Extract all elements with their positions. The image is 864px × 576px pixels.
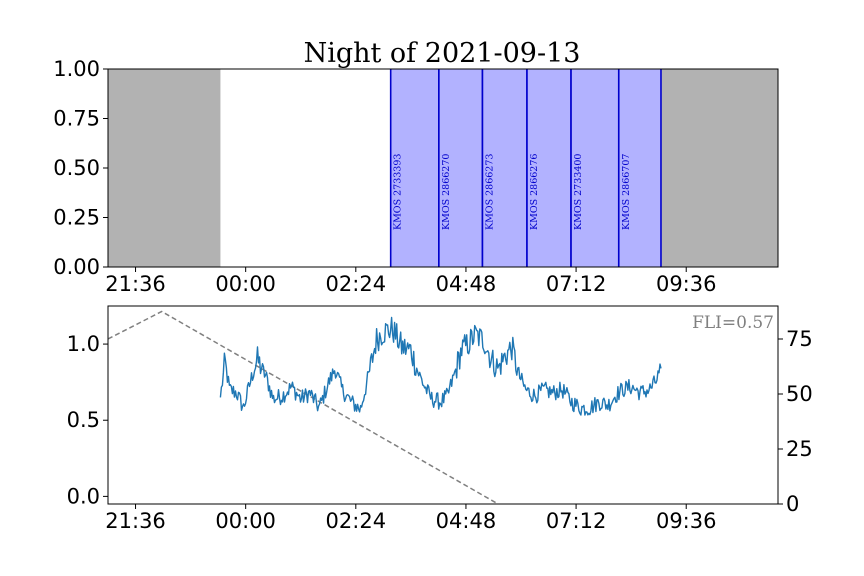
conditions-axes-frame (107, 305, 779, 505)
observation-blocks-layer: KMOS 2733393 KMOS 2866270 KMOS 2866273 KMOS… (389, 69, 662, 267)
timeline-x-tick-label-3: 04:48 (436, 272, 497, 296)
observation-block-2 (482, 69, 527, 267)
fli-annotation: FLI=0.57 (692, 313, 774, 333)
observation-block-4 (571, 69, 619, 267)
timeline-x-tick-label-2: 02:24 (326, 272, 387, 296)
conditions-left-y-tick-label-2: 1.0 (67, 332, 100, 356)
conditions-x-tick-label-3: 04:48 (436, 509, 497, 533)
observation-label-3: KMOS 2866276 (529, 154, 540, 230)
conditions-x-tick-label-0: 21:36 (105, 509, 166, 533)
conditions-x-tick-label-5: 09:36 (656, 509, 717, 533)
daytime-band-1 (660, 69, 778, 267)
timeline-x-tick-label-0: 21:36 (105, 272, 166, 296)
observation-block-5 (618, 69, 661, 267)
conditions-right-y-tick-label-1: 25 (786, 437, 813, 461)
timeline-x-tick-label-5: 09:36 (656, 272, 717, 296)
conditions-lines-layer (108, 310, 662, 504)
conditions-right-y-ticks: 0 25 50 75 (778, 327, 813, 516)
observation-label-4: KMOS 2733400 (573, 154, 584, 230)
conditions-left-y-tick-label-1: 0.5 (67, 408, 100, 432)
conditions-x-ticks: 21:36 00:00 02:24 04:48 07:12 09:36 (105, 504, 716, 533)
timeline-y-ticks: 0.00 0.25 0.50 0.75 1.00 (53, 57, 108, 279)
conditions-x-tick-label-2: 02:24 (326, 509, 387, 533)
conditions-left-y-tick-label-0: 0.0 (67, 484, 100, 508)
conditions-right-y-tick-label-2: 50 (786, 382, 813, 406)
timeline-panel: KMOS 2733393 KMOS 2866270 KMOS 2866273 KMOS… (53, 57, 779, 296)
observation-block-3 (526, 69, 572, 267)
moon-altitude-line (108, 310, 499, 504)
chart-title: Night of 2021-09-13 (304, 38, 581, 69)
timeline-x-ticks: 21:36 00:00 02:24 04:48 07:12 09:36 (105, 267, 716, 296)
timeline-y-tick-label-4: 1.00 (53, 57, 100, 81)
conditions-right-y-tick-label-3: 75 (786, 327, 813, 351)
observation-label-0: KMOS 2733393 (393, 154, 404, 230)
timeline-x-tick-label-1: 00:00 (215, 272, 276, 296)
observation-block-1 (438, 69, 483, 267)
timeline-x-tick-label-4: 07:12 (546, 272, 607, 296)
conditions-panel: 0.0 0.5 1.0 0 25 50 75 21:36 00:00 02:24 04:48 07… (67, 305, 813, 533)
conditions-right-y-tick-label-0: 0 (786, 492, 799, 516)
daytime-shading-layer (108, 69, 778, 267)
observation-label-1: KMOS 2866270 (441, 154, 452, 230)
conditions-left-y-ticks: 0.0 0.5 1.0 (67, 332, 108, 508)
conditions-x-tick-label-4: 07:12 (546, 509, 607, 533)
timeline-y-tick-label-0: 0.00 (53, 255, 100, 279)
daytime-band-0 (108, 69, 221, 267)
observation-block-0 (390, 69, 439, 267)
observation-label-2: KMOS 2866273 (484, 154, 495, 230)
timeline-y-tick-label-1: 0.25 (53, 206, 100, 230)
observation-label-5: KMOS 2866707 (621, 154, 632, 230)
timeline-y-tick-label-3: 0.75 (53, 107, 100, 131)
conditions-x-tick-label-1: 00:00 (215, 509, 276, 533)
seeing-line (219, 316, 662, 416)
timeline-y-tick-label-2: 0.50 (53, 156, 100, 180)
